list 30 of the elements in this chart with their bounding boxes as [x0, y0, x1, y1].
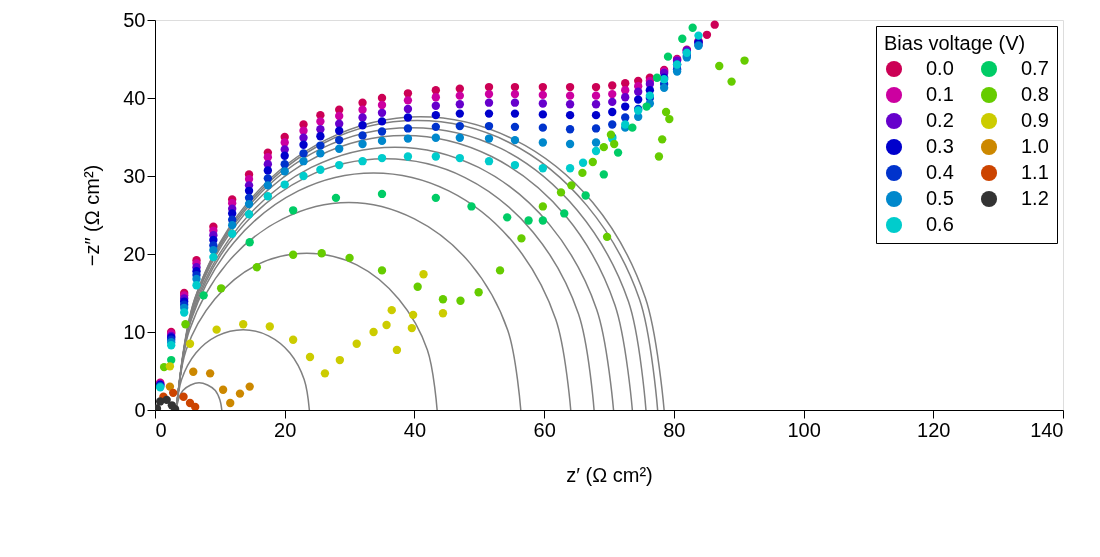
- legend-label: 0.6: [926, 213, 954, 235]
- y-axis-title: −z″ (Ω cm²): [81, 164, 104, 267]
- x-tick-label: 40: [403, 418, 427, 441]
- legend-title: Bias voltage (V): [884, 32, 1026, 54]
- x-tick-label: 140: [1030, 418, 1064, 441]
- y-tick-label: 30: [123, 164, 146, 187]
- legend-label: 0.4: [926, 161, 954, 183]
- legend-label: 0.5: [926, 187, 954, 209]
- legend-label: 0.7: [1021, 57, 1049, 79]
- y-tick-label: 50: [123, 8, 146, 31]
- x-tick-label: 60: [533, 418, 556, 441]
- x-tick-label: 0: [155, 418, 167, 441]
- legend-label: 1.1: [1021, 161, 1049, 183]
- y-tick-label: 10: [123, 320, 146, 343]
- legend-label: 0.3: [926, 135, 954, 157]
- y-tick-label: 0: [134, 398, 146, 421]
- x-tick-label: 100: [787, 418, 821, 441]
- legend-label: 0.8: [1021, 83, 1049, 105]
- legend-label: 0.0: [926, 57, 954, 79]
- legend-label: 1.2: [1021, 187, 1049, 209]
- legend-label: 1.0: [1021, 135, 1049, 157]
- legend-label: 0.1: [926, 83, 954, 105]
- x-tick-label: 20: [274, 418, 297, 441]
- legend-label: 0.2: [926, 109, 954, 131]
- x-tick-label: 120: [917, 418, 951, 441]
- legend-label: 0.9: [1021, 109, 1049, 131]
- x-tick-label: 80: [663, 418, 686, 441]
- y-tick-label: 20: [123, 242, 146, 265]
- x-axis-title: z′ (Ω cm²): [566, 463, 653, 486]
- y-tick-label: 40: [123, 86, 146, 109]
